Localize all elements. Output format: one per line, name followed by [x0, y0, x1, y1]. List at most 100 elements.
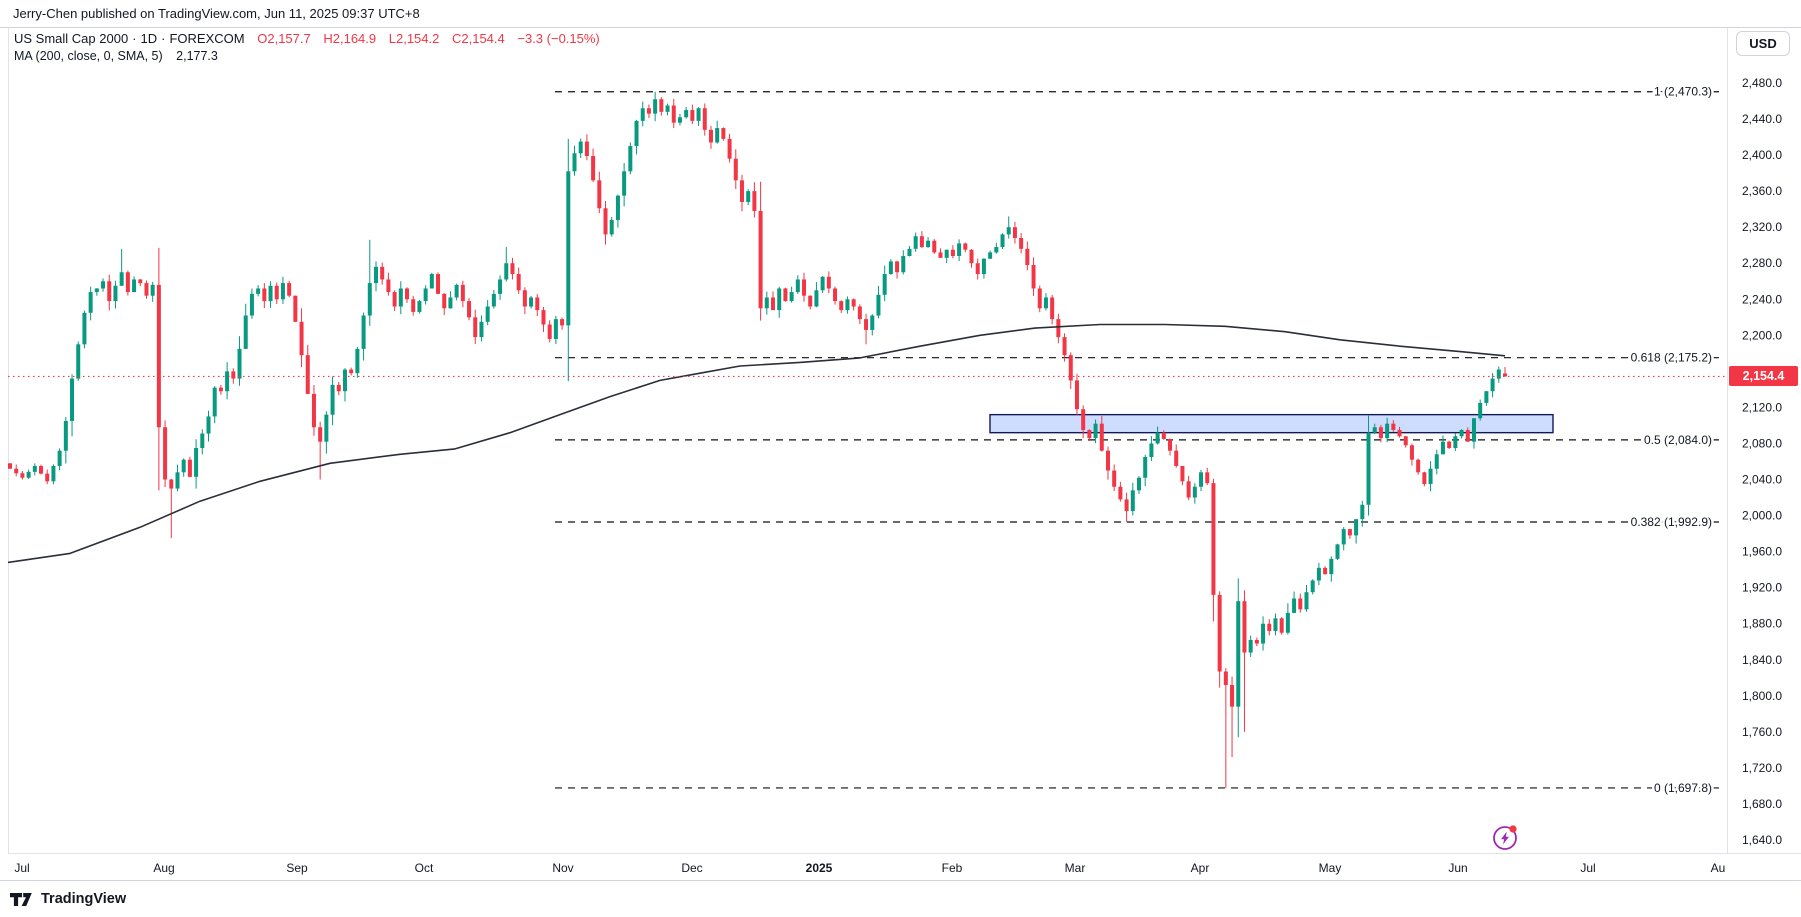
price-axis[interactable]: 1,640.0 1,680.0 1,720.0 1,760.0 1,800.0 1,840…: [1742, 76, 1782, 847]
candle: [1428, 461, 1433, 492]
candle: [1074, 373, 1079, 415]
price-tick-label: 1,680.0: [1742, 797, 1782, 811]
candle: [597, 171, 602, 214]
notification-dot: [1509, 825, 1517, 833]
candle: [225, 362, 230, 400]
candle: [256, 285, 261, 297]
candle: [26, 469, 31, 479]
candle: [975, 258, 980, 280]
tradingview-logo[interactable]: TradingView: [10, 891, 126, 907]
candle: [1118, 481, 1123, 502]
candle: [715, 120, 720, 144]
candle: [194, 439, 199, 489]
price-tick-label: 2,280.0: [1742, 256, 1782, 270]
symbol-legend[interactable]: US Small Cap 2000 · 1D · FOREXCOM O2,157.7 H…: [14, 31, 600, 46]
currency-toggle-button[interactable]: USD: [1736, 31, 1790, 56]
candle: [1267, 619, 1272, 636]
exchange-label[interactable]: FOREXCOM: [169, 31, 245, 46]
time-tick-label: Mar: [1065, 861, 1086, 875]
candle: [1099, 416, 1104, 452]
candle: [566, 138, 571, 382]
candle: [895, 260, 900, 279]
symbol-title[interactable]: US Small Cap 2000: [14, 31, 129, 46]
time-tick-label: Apr: [1191, 861, 1210, 875]
candle: [615, 194, 620, 228]
candle: [367, 239, 372, 326]
candle: [1223, 668, 1228, 788]
interval-label[interactable]: 1D: [140, 31, 158, 46]
candle: [1347, 529, 1352, 539]
candle: [665, 103, 670, 116]
candle: [888, 259, 893, 275]
candle: [584, 134, 589, 161]
candle: [795, 275, 800, 294]
price-tick-label: 1,840.0: [1742, 653, 1782, 667]
candle: [1366, 415, 1371, 516]
ma-current-value: 2,177.3: [176, 49, 218, 63]
rectangle-drawing[interactable]: [989, 413, 1554, 434]
candle: [336, 381, 341, 396]
candle: [659, 97, 664, 116]
fib-level-label: 0.5 (2,084.0): [1644, 433, 1712, 447]
candle: [485, 300, 490, 326]
candle: [1391, 420, 1396, 432]
candle: [417, 299, 422, 314]
candle: [529, 296, 534, 309]
candle: [57, 448, 62, 471]
ma-legend[interactable]: MA (200, close, 0, SMA, 5) 2,177.3: [14, 49, 218, 63]
candle: [243, 303, 248, 349]
candle: [218, 385, 223, 395]
candle: [287, 280, 292, 298]
price-tick-label: 1,960.0: [1742, 545, 1782, 559]
price-tick-label: 1,760.0: [1742, 725, 1782, 739]
candle: [1354, 519, 1359, 544]
candle: [981, 258, 986, 279]
candle: [181, 458, 186, 477]
price-tick-label: 2,040.0: [1742, 473, 1782, 487]
candle: [634, 120, 639, 155]
price-tick-label: 1,720.0: [1742, 761, 1782, 775]
candle: [479, 315, 484, 342]
candle: [1124, 492, 1129, 522]
candle: [1155, 426, 1160, 445]
time-axis[interactable]: Jul Aug Sep Oct Nov Dec 2025 Feb Mar Apr May Jun Jul…: [14, 861, 1725, 875]
candle: [591, 148, 596, 183]
fib-retracement-drawing[interactable]: 1 (2,470.3) 0.618 (2,175.2) 0.5 (2,084.0) 0…: [555, 82, 1723, 797]
candle: [380, 262, 385, 285]
candle: [349, 367, 354, 376]
candle: [39, 464, 44, 475]
candle: [646, 104, 651, 119]
candle: [150, 281, 155, 302]
candle: [212, 386, 217, 424]
candle: [1285, 603, 1290, 635]
candle: [789, 286, 794, 303]
price-tick-label: 2,400.0: [1742, 148, 1782, 162]
candle: [386, 272, 391, 296]
candle: [1434, 449, 1439, 475]
candle: [702, 103, 707, 136]
candle: [1087, 429, 1092, 442]
candle: [802, 272, 807, 302]
candle: [45, 469, 50, 485]
candle: [361, 312, 366, 361]
price-tick-label: 2,120.0: [1742, 400, 1782, 414]
candle: [1205, 467, 1210, 486]
flash-icon[interactable]: [1493, 825, 1517, 850]
candle: [467, 298, 472, 321]
candle: [324, 411, 329, 454]
candle: [516, 267, 521, 294]
candle: [1465, 427, 1470, 442]
ma-settings-label[interactable]: MA (200, close, 0, SMA, 5): [14, 49, 163, 63]
candle: [63, 417, 68, 464]
candle: [547, 320, 552, 343]
candle: [107, 274, 112, 311]
candle: [541, 306, 546, 333]
candle: [1279, 617, 1284, 635]
candle: [1068, 352, 1073, 389]
candle: [1000, 233, 1005, 250]
candle: [746, 189, 751, 206]
candle: [1440, 435, 1445, 455]
candle: [696, 107, 701, 126]
candle: [305, 344, 310, 395]
candle: [857, 304, 862, 325]
